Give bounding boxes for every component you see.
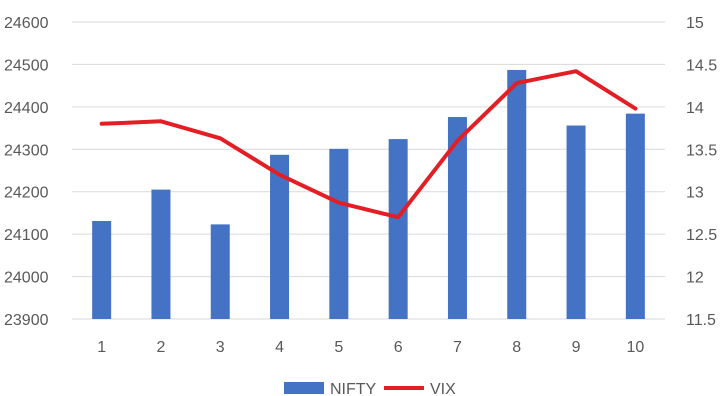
right-tick-label: 11.5 xyxy=(686,312,716,329)
right-tick-label: 14 xyxy=(686,100,704,117)
bar-nifty xyxy=(388,139,408,319)
bar-nifty xyxy=(210,224,230,319)
left-tick-label: 24200 xyxy=(4,185,49,202)
bar-nifty xyxy=(507,69,527,320)
nifty-bars xyxy=(92,69,645,320)
x-tick-label: 4 xyxy=(275,339,284,356)
x-tick-label: 1 xyxy=(97,339,106,356)
bar-nifty xyxy=(566,125,586,319)
x-tick-label: 3 xyxy=(216,339,225,356)
vix-line-layer xyxy=(99,69,638,220)
legend-label-nifty: NIFTY xyxy=(330,381,377,396)
x-tick-label: 8 xyxy=(512,339,521,356)
vix-line xyxy=(99,69,638,220)
gridlines xyxy=(72,21,665,320)
left-tick-label: 24500 xyxy=(4,57,49,74)
bar-nifty xyxy=(625,113,645,319)
left-tick-label: 24300 xyxy=(4,142,49,159)
right-tick-label: 14.5 xyxy=(686,57,717,74)
left-tick-label: 24400 xyxy=(4,100,49,117)
x-tick-label: 7 xyxy=(453,339,462,356)
legend: NIFTY VIX xyxy=(284,381,456,396)
x-tick-label: 10 xyxy=(626,339,644,356)
x-tick-label: 2 xyxy=(156,339,165,356)
x-tick-label: 9 xyxy=(572,339,581,356)
bar-nifty xyxy=(270,154,290,319)
bar-nifty xyxy=(447,117,467,319)
right-tick-label: 12 xyxy=(686,270,704,287)
x-axis-ticks: 1 2 3 4 5 6 7 8 9 10 xyxy=(97,339,644,356)
legend-label-vix: VIX xyxy=(430,381,456,396)
x-tick-label: 5 xyxy=(334,339,343,356)
left-tick-label: 24000 xyxy=(4,270,49,287)
left-tick-label: 23900 xyxy=(4,312,49,329)
bar-nifty xyxy=(329,148,349,319)
left-tick-label: 24600 xyxy=(4,15,49,32)
bar-nifty xyxy=(151,189,171,319)
left-tick-label: 24100 xyxy=(4,227,49,244)
right-tick-label: 15 xyxy=(686,15,704,32)
right-tick-label: 12.5 xyxy=(686,227,717,244)
bar-nifty xyxy=(92,220,112,319)
x-tick-label: 6 xyxy=(394,339,403,356)
left-axis-ticks: 23900 24000 24100 24200 24300 24400 24500 24600 xyxy=(4,15,49,329)
right-axis-ticks: 11.5 12 12.5 13 13.5 14 14.5 15 xyxy=(686,15,717,329)
right-tick-label: 13.5 xyxy=(686,142,717,159)
right-tick-label: 13 xyxy=(686,185,704,202)
legend-swatch-nifty xyxy=(284,382,324,394)
